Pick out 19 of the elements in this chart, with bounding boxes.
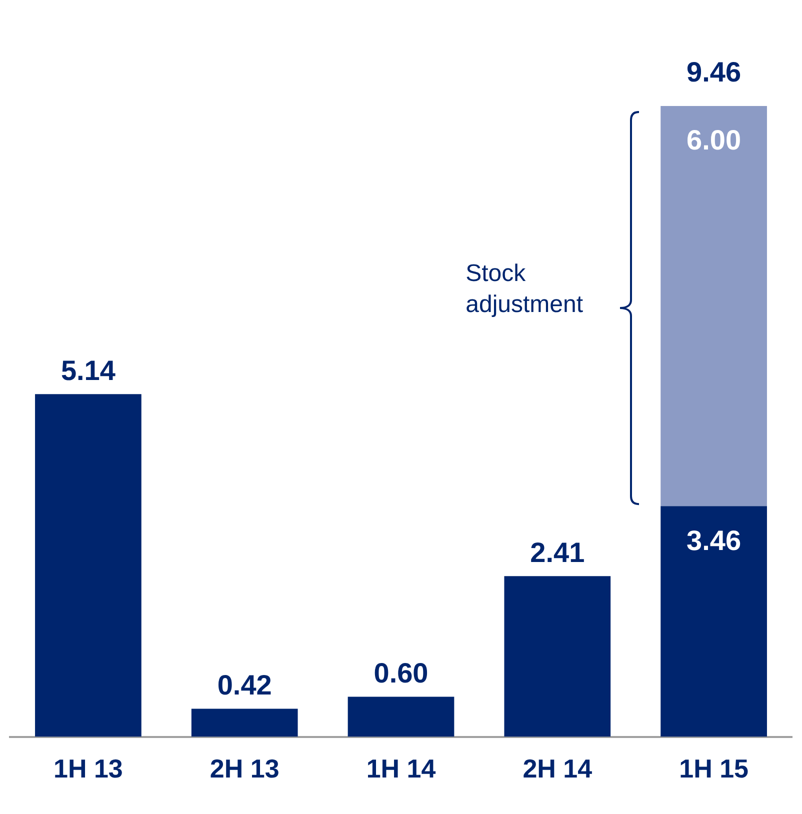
data-label: 0.42	[217, 670, 272, 701]
x-tick-label: 1H 14	[366, 754, 436, 784]
bar	[35, 394, 142, 737]
x-tick-label: 1H 13	[54, 754, 123, 784]
data-label: 3.46	[686, 524, 742, 556]
data-label: 5.14	[60, 354, 116, 386]
annotation: Stock adjustment	[466, 260, 584, 318]
bar	[660, 106, 767, 506]
x-tick-label: 1H 15	[679, 754, 748, 784]
data-label: 0.60	[374, 658, 428, 689]
data-label: 2.41	[530, 536, 585, 568]
bar	[348, 696, 454, 737]
data-label: 6.00	[686, 124, 742, 156]
x-tick-label: 2H 14	[522, 754, 593, 784]
bar	[191, 708, 298, 737]
bar	[660, 506, 767, 737]
x-tick-label: 2H 13	[210, 754, 280, 784]
total-label: 9.46	[686, 56, 742, 88]
bar	[504, 576, 611, 737]
